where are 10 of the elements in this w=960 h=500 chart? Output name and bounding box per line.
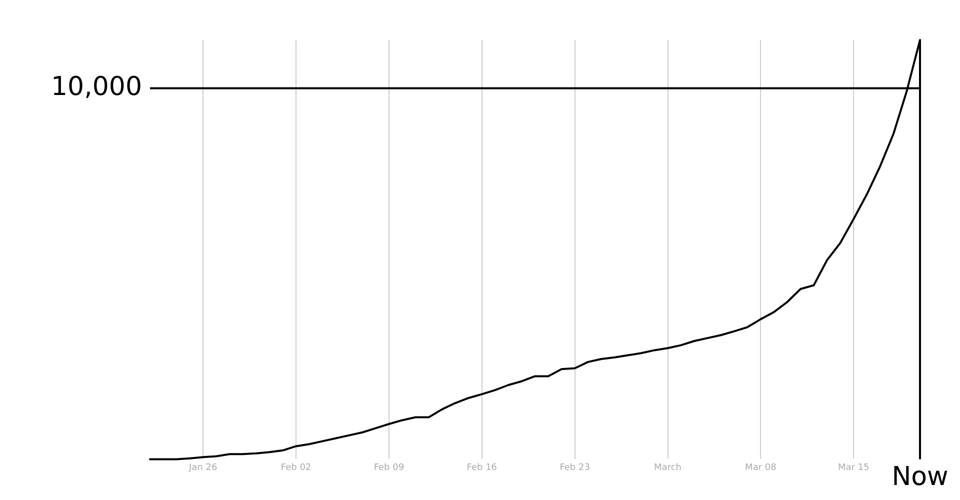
x-tick-label: Feb 02 <box>280 462 312 473</box>
ref-line-label: Now <box>892 462 948 492</box>
x-tick-label: March <box>654 462 682 473</box>
x-tick-label: Mar 08 <box>745 462 777 473</box>
x-tick-label: Feb 09 <box>374 462 404 473</box>
x-tick-label: Feb 23 <box>560 462 590 473</box>
x-tick-label: Feb 16 <box>466 462 498 473</box>
x-tick-label: Jan 26 <box>188 462 218 473</box>
text: 10,000 <box>51 72 142 102</box>
x-tick-label: Mar 15 <box>838 462 870 473</box>
